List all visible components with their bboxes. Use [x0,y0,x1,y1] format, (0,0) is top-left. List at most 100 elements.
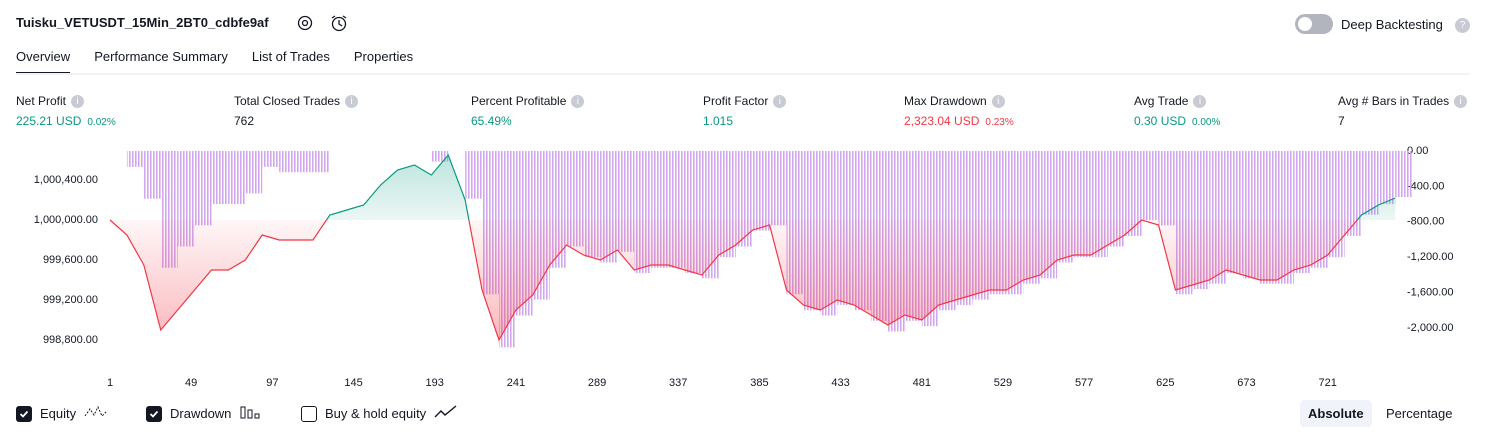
y2-tick-label: -400.00 [1407,180,1444,192]
x-tick-label: 625 [1156,377,1174,389]
series-icon [434,404,458,423]
header-icons [297,15,347,32]
metric-label: Avg Trade [1134,94,1189,108]
y-tick-label: 1,000,000.00 [34,214,98,226]
x-tick-label: 1 [107,377,113,389]
drawdown-bar [245,151,263,194]
metric: Avg Trade i 0.30 USD 0.00% [1134,94,1220,128]
series-toggle[interactable]: Drawdown [146,404,261,423]
drawdown-bar [312,151,330,173]
metric-label: Percent Profitable [471,94,567,108]
metric-percent: 0.23% [985,117,1014,128]
chart: 998,800.00 999,200.00 999,600.00 1,000,000.… [34,145,1454,389]
drawdown-bar [769,151,787,226]
metric-label-row: Percent Profitable i [471,94,585,108]
x-tick-label: 337 [669,377,687,389]
y2-tick-label: -1,600.00 [1407,286,1453,298]
drawdown-bar [1158,151,1176,226]
metric-value: 762 [234,114,255,128]
drawdown-bar [143,151,161,199]
x-tick-label: 145 [344,377,362,389]
tab-divider [16,73,1470,75]
metric-value: 7 [1338,114,1345,128]
drawdown-bar [126,151,144,167]
drawdown-bar [262,151,280,167]
metric-percent: 0.00% [1192,117,1221,128]
y-tick-label: 999,200.00 [43,294,98,306]
metric-label: Max Drawdown [904,94,987,108]
metric-label: Avg # Bars in Trades [1338,94,1450,108]
x-tick-label: 289 [588,377,606,389]
mode-button[interactable]: Absolute [1300,400,1372,427]
equity-area [110,155,1396,340]
x-tick-label: 673 [1237,377,1255,389]
y2-tick-label: -1,200.00 [1407,251,1453,263]
mode-button[interactable]: Percentage [1386,406,1453,421]
metric-label-row: Avg # Bars in Trades i [1338,94,1468,108]
y2-tick-label: -2,000.00 [1407,322,1453,334]
metric-value: 225.21 USD [16,114,82,128]
y2-tick-label: 0.00 [1407,145,1428,157]
drawdown-bar [228,151,246,205]
help-icon[interactable]: ? [1455,18,1470,33]
drawdown-bar [194,151,212,226]
checkbox[interactable] [16,405,32,422]
drawdown-bar [1344,151,1362,236]
x-tick-label: 433 [831,377,849,389]
series-toggle[interactable]: Equity [16,404,108,423]
drawdown-bar [465,151,483,199]
metric-percent: 0.02% [87,117,116,128]
metric-label-row: Total Closed Trades i [234,94,359,108]
x-tick-label: 481 [913,377,931,389]
info-icon[interactable]: i [991,94,1005,108]
tab[interactable]: Performance Summary [94,49,228,64]
x-tick-label: 529 [994,377,1012,389]
metric: Percent Profitable i 65.49% [471,94,585,128]
drawdown-bar [431,151,449,162]
info-icon[interactable]: i [71,94,85,108]
metric-value-row: 762 [234,114,358,128]
toggle[interactable] [1295,14,1333,34]
series-label: Buy & hold equity [325,406,427,421]
series-label: Drawdown [170,406,232,421]
info-icon[interactable]: i [345,94,359,108]
info-icon[interactable]: i [571,94,585,108]
tab[interactable]: Properties [353,49,414,64]
metric-label: Profit Factor [703,94,769,108]
metric-label-row: Net Profit i [16,94,116,108]
info-icon[interactable]: i [1454,94,1468,108]
info-icon[interactable]: i [773,94,787,108]
y-tick-label: 998,800.00 [43,334,98,346]
series-toggle[interactable]: Buy & hold equity [301,404,458,423]
metric: Max Drawdown i 2,323.04 USD 0.23% [904,94,1014,128]
metric-label: Total Closed Trades [234,94,341,108]
x-tick-label: 721 [1318,377,1336,389]
metric-value-row: 1.015 [703,114,786,128]
x-tick-label: 577 [1075,377,1093,389]
series-label: Equity [40,406,77,421]
checkbox[interactable] [146,405,162,422]
series-icon [239,404,261,423]
info-icon[interactable]: i [1193,94,1207,108]
metric-label: Net Profit [16,94,67,108]
metric-value-row: 65.49% [471,114,584,128]
y2-tick-label: -800.00 [1407,216,1444,228]
strategy-title: Tuisku_VETUSDT_15Min_2BT0_cdbfe9af [16,15,269,30]
drawdown-bar [296,151,313,173]
metric-value: 0.30 USD [1134,114,1187,128]
drawdown-bar [1361,151,1379,215]
y-tick-label: 999,600.00 [43,254,98,266]
metric-label-row: Profit Factor i [703,94,787,108]
tab[interactable]: List of Trades [251,49,330,64]
metric: Total Closed Trades i 762 [234,94,359,128]
drawdown-bar [1378,151,1396,205]
tab[interactable]: Overview [16,49,71,74]
drawdown-bar [1395,151,1413,197]
x-tick-label: 193 [426,377,444,389]
drawdown-bar [279,151,297,173]
series-icon [84,404,108,423]
x-tick-label: 97 [266,377,278,389]
checkbox[interactable] [301,405,317,422]
drawdown-bar [1141,151,1159,220]
